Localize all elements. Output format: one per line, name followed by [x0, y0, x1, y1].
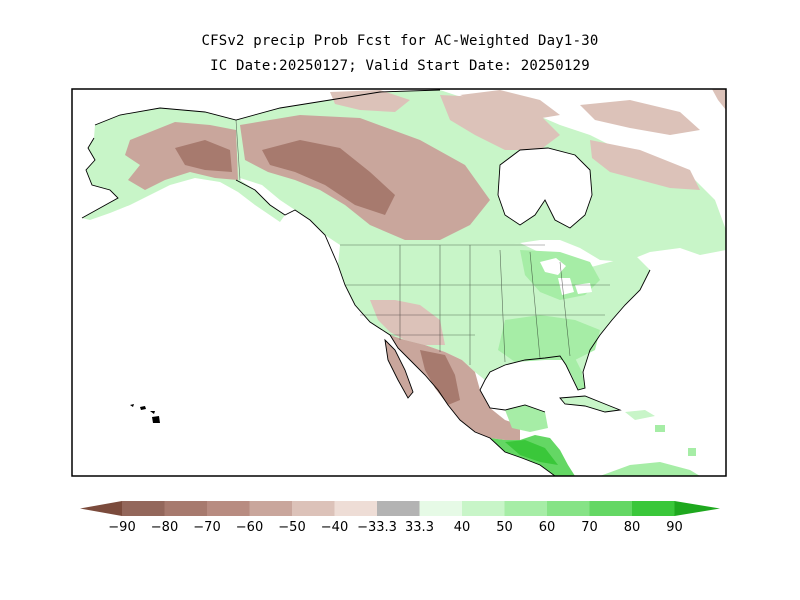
southeast-usa-wet — [498, 315, 600, 362]
legend-swatch — [292, 501, 335, 516]
labrador-dry-zone — [590, 140, 700, 190]
legend-tick-label: −80 — [151, 520, 178, 535]
legend-tick-label: −60 — [236, 520, 263, 535]
mexico-dry-core — [420, 350, 460, 405]
lesser-antilles — [655, 425, 696, 456]
legend-tick-label: −40 — [321, 520, 348, 535]
legend-swatch — [419, 501, 462, 516]
legend-tick-label: −50 — [278, 520, 305, 535]
hawaii-islands — [130, 404, 160, 423]
legend-tick-label: −90 — [108, 520, 135, 535]
alaska-dry-core — [175, 140, 232, 172]
legend-swatch — [547, 501, 590, 516]
legend-swatch — [504, 501, 547, 516]
florida-peninsula — [560, 356, 585, 390]
legend-swatch — [164, 501, 207, 516]
legend-swatch — [249, 501, 292, 516]
coastlines — [81, 89, 651, 476]
legend-tick-label: 60 — [539, 520, 556, 535]
arctic-islands — [330, 90, 700, 135]
legend-tick-label: 33.3 — [405, 520, 434, 535]
legend-swatch — [632, 501, 675, 516]
great-lakes — [540, 258, 592, 295]
northern-canada-dry-zone — [440, 95, 560, 150]
hispaniola — [625, 410, 655, 420]
map-frame — [71, 88, 727, 477]
map-area — [72, 89, 726, 476]
cuba — [560, 396, 620, 412]
legend-swatch — [122, 501, 165, 516]
legend-swatch — [377, 501, 420, 516]
legend-tick-label: −70 — [193, 520, 220, 535]
legend-tick-label: 80 — [624, 520, 641, 535]
south-america-edge — [600, 462, 700, 476]
central-america-wet-core — [505, 440, 558, 465]
legend-tick-label: 50 — [496, 520, 513, 535]
hudson-bay — [498, 148, 592, 228]
baja-california — [385, 340, 413, 398]
map-subtitle: IC Date:20250127; Valid Start Date: 2025… — [210, 58, 590, 74]
legend-arrow-left — [80, 501, 122, 516]
legend-swatch — [207, 501, 250, 516]
map-title: CFSv2 precip Prob Fcst for AC-Weighted D… — [201, 33, 599, 49]
legend-swatch — [462, 501, 505, 516]
legend-tick-label: 90 — [666, 520, 683, 535]
legend-swatch — [589, 501, 632, 516]
legend-tick-label: −33.3 — [357, 520, 397, 535]
legend-swatch — [334, 501, 377, 516]
legend-tick-label: 70 — [581, 520, 598, 535]
western-canada-dry-core — [262, 140, 395, 215]
greenland-edge — [712, 89, 726, 110]
usa-southwest-dry-zone — [370, 300, 445, 345]
yucatan-peninsula — [505, 405, 548, 432]
political-borders — [235, 119, 610, 365]
legend-tick-label: 40 — [454, 520, 471, 535]
legend-arrow-right — [674, 501, 720, 516]
